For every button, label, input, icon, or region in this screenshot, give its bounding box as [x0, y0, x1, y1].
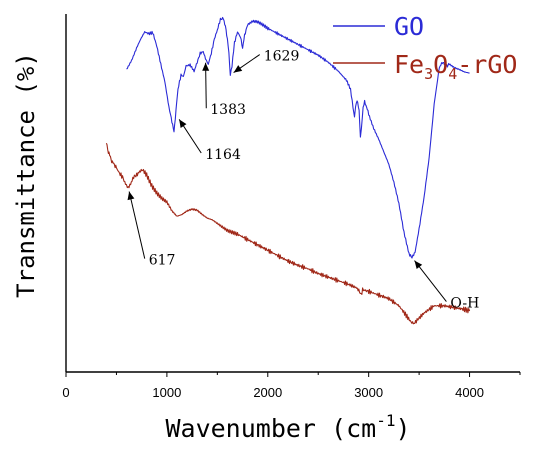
x-tick-label-0: 0	[62, 385, 69, 400]
series-line-fe3o4-rgo	[105, 142, 471, 325]
x-axis-title-superscript: -1	[376, 411, 395, 430]
annotation-arrowhead-1629	[233, 65, 243, 73]
x-tick-label-3000: 3000	[354, 385, 383, 400]
annotation-label-1383: 1383	[210, 102, 246, 118]
annotation-arrow-o-h	[414, 260, 447, 302]
annotation-label-617: 617	[149, 253, 176, 269]
x-tick-label-2000: 2000	[253, 385, 282, 400]
x-tick-label-1000: 1000	[152, 385, 181, 400]
annotation-label-1629: 1629	[264, 49, 300, 65]
annotation-arrowhead-617	[127, 191, 135, 201]
y-axis-title: Transmittance (%)	[12, 52, 40, 298]
y-axis-title-main: Transmittance	[12, 96, 40, 298]
annotation-layer: 1629 1383 1164 617 O-H	[127, 49, 479, 312]
annotation-label-1164: 1164	[205, 147, 241, 163]
legend-label-rgo: -rGO	[457, 50, 517, 79]
legend-item-fe3o4-rgo: Fe3O4-rGO	[333, 50, 517, 83]
annotation-arrowhead-1383	[202, 62, 210, 71]
legend-label-fe3o4-rgo: Fe3O4-rGO	[394, 50, 517, 83]
annotation-label-o-h: O-H	[450, 296, 479, 312]
x-tick-label-4000: 4000	[455, 385, 484, 400]
x-axis-title-close: )	[395, 414, 410, 443]
legend-label-go: GO	[394, 12, 424, 41]
x-axis-title-main: Wavenumber (cm	[165, 414, 376, 443]
x-axis-title: Wavenumber (cm-1)	[165, 411, 410, 443]
legend-label-o: O	[433, 50, 448, 79]
legend-item-go: GO	[333, 12, 424, 41]
legend: GO Fe3O4-rGO	[333, 12, 517, 83]
annotation-arrow-617	[128, 191, 146, 259]
legend-label-sub-4: 4	[448, 65, 457, 83]
annotation-arrowhead-o-h	[414, 260, 423, 270]
y-axis-title-unit: (%)	[12, 52, 40, 95]
legend-label-sub-3: 3	[424, 65, 433, 83]
x-ticks: 0 1000 2000 3000 4000	[62, 372, 521, 400]
series-line-go	[126, 16, 470, 259]
annotation-arrowhead-1164	[179, 119, 187, 128]
plot-area: 0 1000 2000 3000 4000 1629 1383 1164 617 O-H	[62, 14, 521, 400]
series-layer	[105, 16, 471, 325]
legend-label-fe: Fe	[394, 50, 424, 79]
